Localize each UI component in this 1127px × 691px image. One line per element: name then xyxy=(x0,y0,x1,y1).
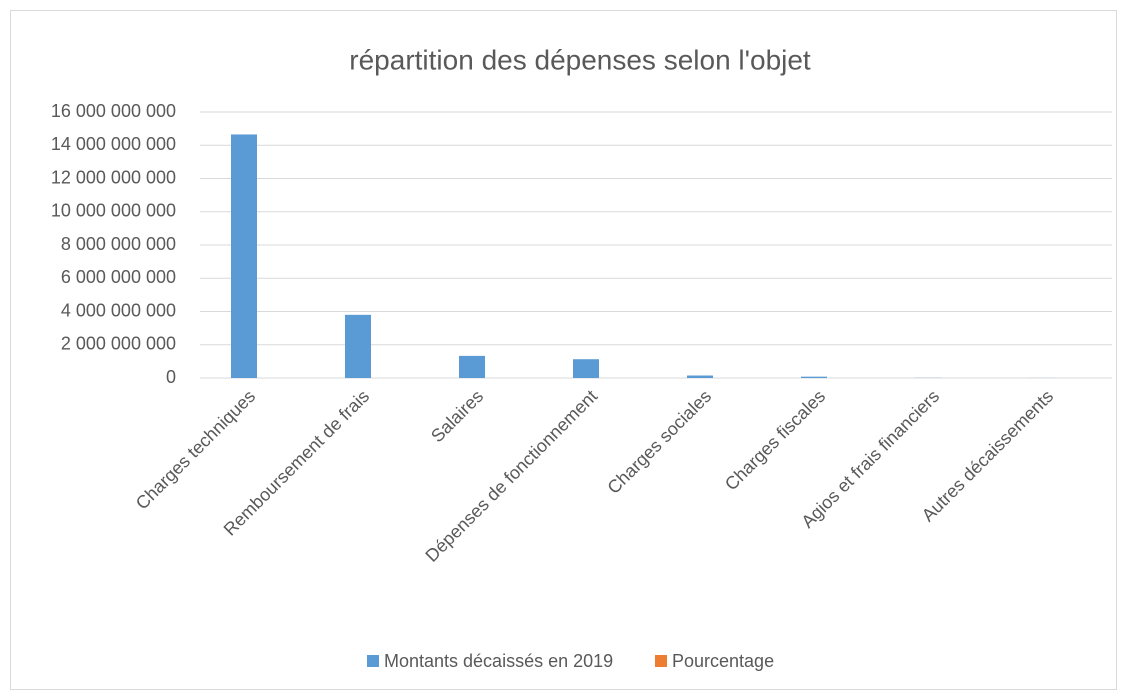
chart-title: répartition des dépenses selon l'objet xyxy=(349,44,811,75)
y-tick-label: 12 000 000 000 xyxy=(51,167,176,187)
y-tick-label: 2 000 000 000 xyxy=(61,334,176,354)
y-tick-label: 16 000 000 000 xyxy=(51,101,176,121)
bar xyxy=(573,359,599,378)
chart-border xyxy=(10,10,1117,690)
y-tick-label: 14 000 000 000 xyxy=(51,134,176,154)
y-tick-label: 6 000 000 000 xyxy=(61,267,176,287)
bar xyxy=(345,314,371,378)
legend-label: Pourcentage xyxy=(672,651,774,671)
legend-swatch xyxy=(655,655,667,667)
bar xyxy=(687,375,713,378)
legend-swatch xyxy=(367,655,379,667)
legend-label: Montants décaissés en 2019 xyxy=(384,651,613,671)
y-tick-label: 8 000 000 000 xyxy=(61,234,176,254)
y-tick-label: 4 000 000 000 xyxy=(61,300,176,320)
bar xyxy=(231,134,257,378)
bar xyxy=(801,376,827,378)
y-tick-label: 0 xyxy=(166,367,176,387)
bar xyxy=(459,355,485,378)
y-tick-label: 10 000 000 000 xyxy=(51,201,176,221)
